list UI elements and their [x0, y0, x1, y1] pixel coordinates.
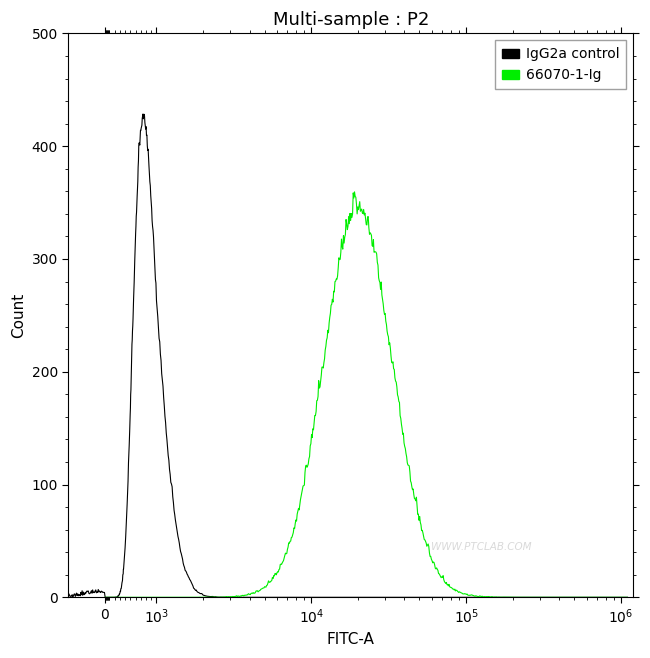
Text: WWW.PTCLAB.COM: WWW.PTCLAB.COM	[430, 542, 531, 551]
IgG2a control	[465, 594, 473, 601]
IgG2a control	[365, 594, 372, 601]
66070-1-Ig	[101, 594, 109, 601]
66070-1-Ig	[361, 215, 369, 223]
66070-1-Ig	[333, 275, 341, 283]
66070-1-Ig	[443, 578, 450, 586]
X-axis label: FITC-A: FITC-A	[327, 632, 375, 647]
66070-1-Ig	[623, 594, 631, 601]
IgG2a control	[623, 594, 630, 601]
IgG2a control	[107, 594, 114, 601]
IgG2a control	[384, 594, 392, 601]
66070-1-Ig	[121, 594, 129, 601]
66070-1-Ig	[125, 594, 133, 601]
66070-1-Ig	[108, 594, 116, 601]
IgG2a control	[623, 594, 631, 601]
Line: 66070-1-Ig: 66070-1-Ig	[105, 192, 627, 597]
IgG2a control	[103, 594, 111, 601]
IgG2a control	[241, 594, 249, 601]
Y-axis label: Count: Count	[11, 293, 26, 338]
66070-1-Ig	[101, 594, 109, 601]
IgG2a control	[139, 110, 147, 118]
Line: IgG2a control: IgG2a control	[68, 114, 627, 597]
66070-1-Ig	[350, 188, 358, 196]
Legend: IgG2a control, 66070-1-Ig: IgG2a control, 66070-1-Ig	[495, 40, 627, 89]
IgG2a control	[64, 592, 72, 600]
Title: Multi-sample : P2: Multi-sample : P2	[273, 11, 429, 29]
